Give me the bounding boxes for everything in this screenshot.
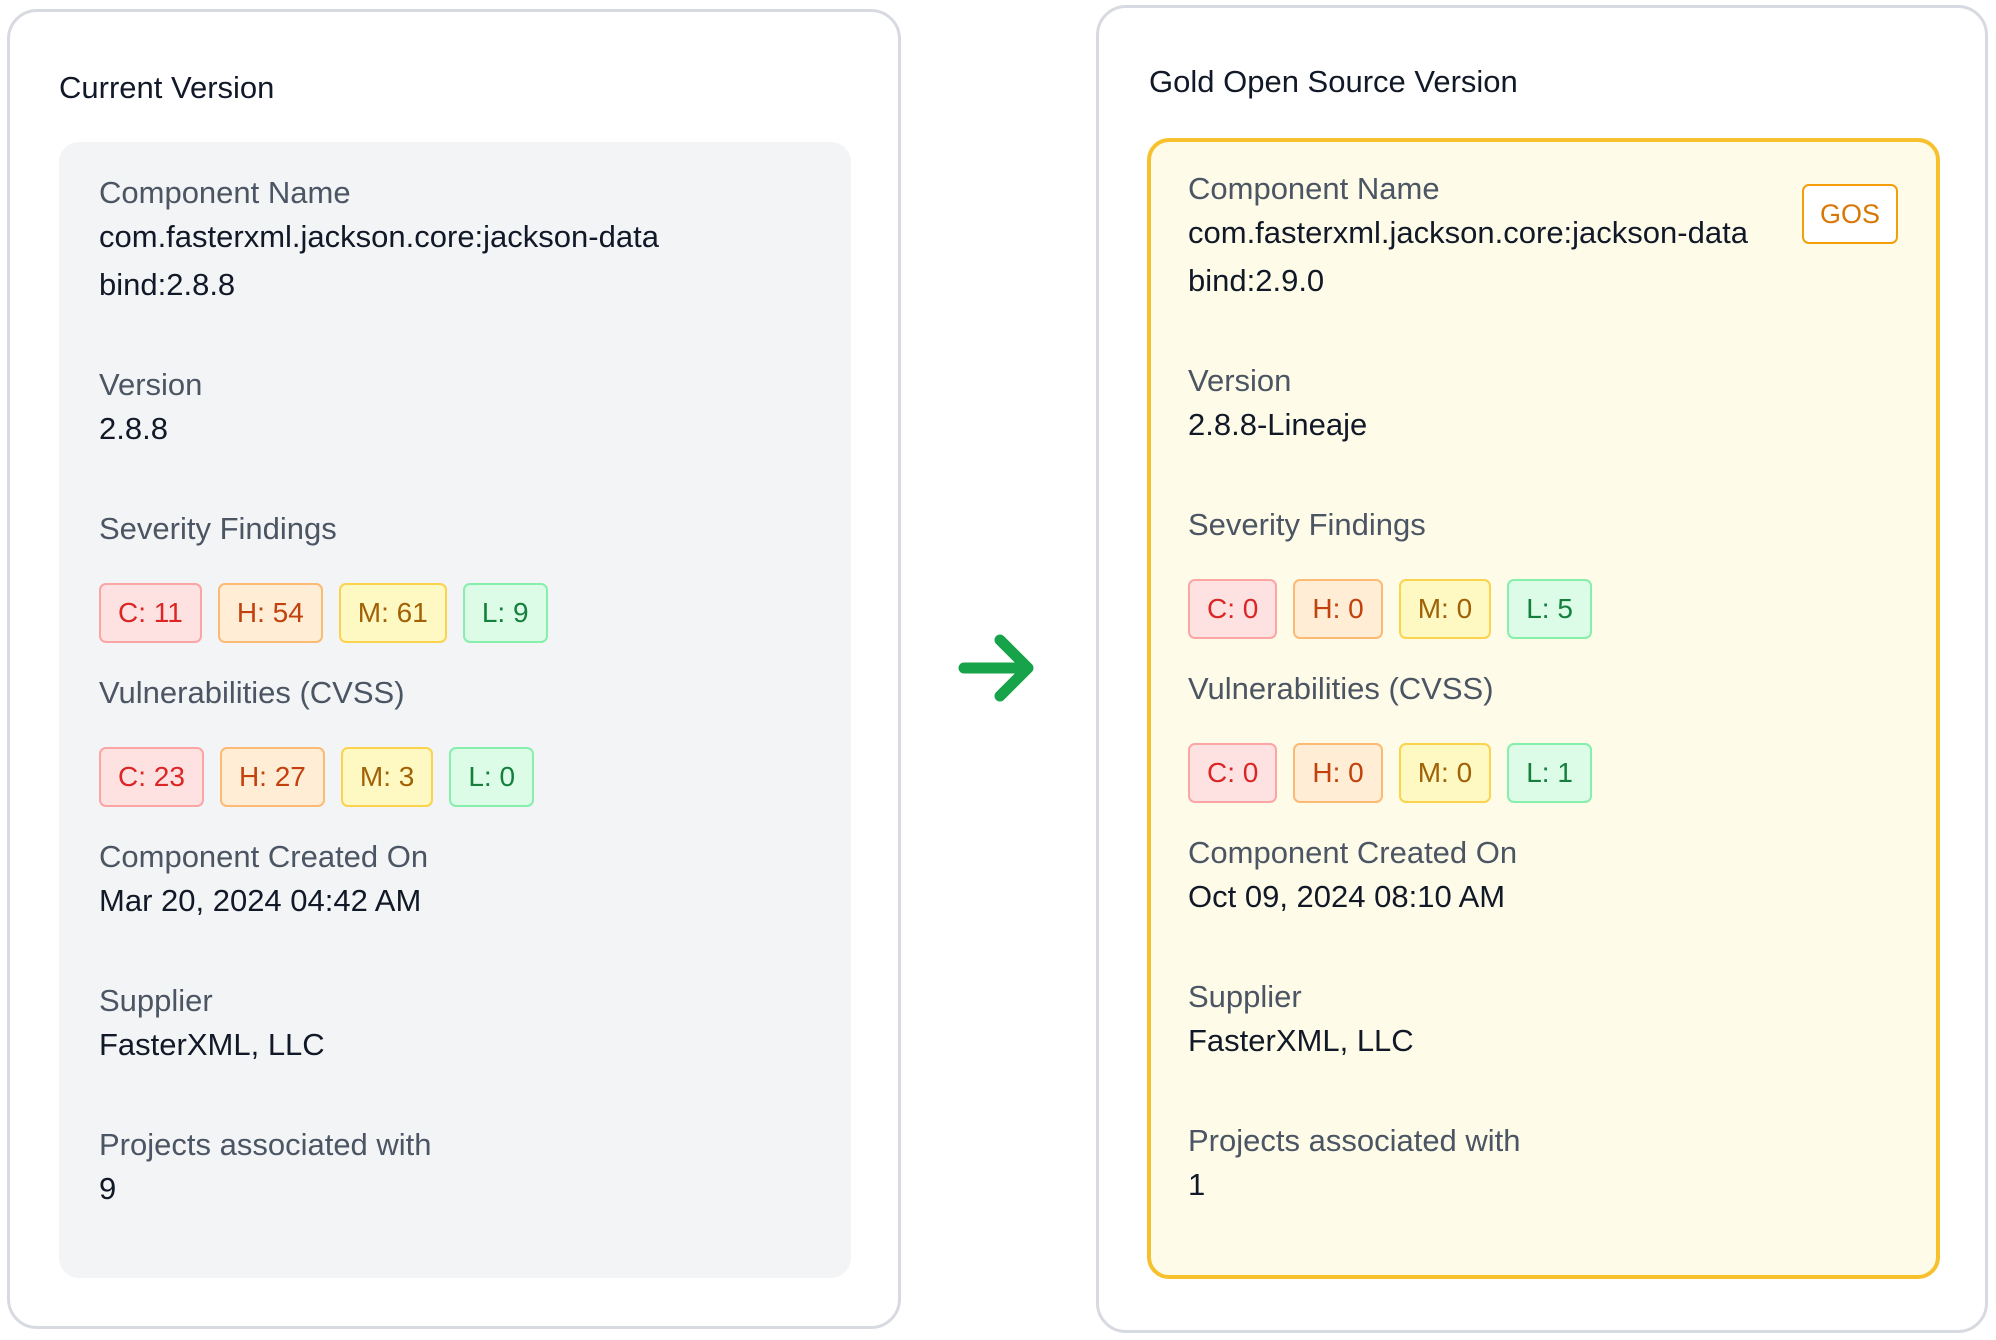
vuln-high-badge: H: 0 [1293, 743, 1383, 803]
severity-high-badge: H: 0 [1293, 579, 1383, 639]
severity-high-badge: H: 54 [217, 583, 323, 643]
severity-low-badge: L: 5 [1507, 579, 1592, 639]
supplier-label: Supplier [1188, 979, 1302, 1014]
version-label: Version [99, 367, 203, 402]
gos-badge: GOS [1802, 184, 1898, 244]
severity-findings-label: Severity Findings [99, 511, 337, 546]
vuln-medium-badge: M: 0 [1398, 743, 1492, 803]
vuln-medium-badge: M: 3 [340, 747, 434, 807]
component-name-label: Component Name [1188, 171, 1440, 206]
severity-critical-badge: C: 11 [99, 583, 202, 643]
current-version-title: Current Version [59, 70, 275, 105]
version-value: 2.8.8-Lineaje [1188, 407, 1368, 442]
vulnerabilities-label: Vulnerabilities (CVSS) [1188, 671, 1494, 706]
severity-medium-badge: M: 61 [338, 583, 447, 643]
gold-version-title: Gold Open Source Version [1149, 64, 1518, 99]
gold-version-panel: Gold Open Source Version GOS Component N… [1096, 5, 1988, 1333]
supplier-value: FasterXML, LLC [99, 1027, 325, 1062]
component-name-value: com.fasterxml.jackson.core:jackson-datab… [99, 219, 659, 302]
current-version-panel: Current Version Component Name com.faste… [7, 9, 901, 1329]
vuln-critical-badge: C: 23 [99, 747, 204, 807]
severity-low-badge: L: 9 [462, 583, 548, 643]
supplier-value: FasterXML, LLC [1188, 1023, 1414, 1058]
severity-medium-badge: M: 0 [1398, 579, 1492, 639]
projects-label: Projects associated with [99, 1127, 432, 1162]
created-on-label: Component Created On [99, 839, 429, 874]
severity-critical-badge: C: 0 [1188, 579, 1278, 639]
arrow-right-icon [958, 634, 1034, 702]
component-name-value: com.fasterxml.jackson.core:jackson-datab… [1188, 215, 1748, 298]
created-on-label: Component Created On [1188, 835, 1518, 870]
component-name-label: Component Name [99, 175, 351, 210]
gold-version-card: GOS Component Name com.fasterxml.jackson… [1147, 138, 1940, 1279]
severity-findings-badges: C: 11 H: 54 M: 61 L: 9 [99, 583, 548, 643]
vuln-high-badge: H: 27 [219, 747, 325, 807]
current-version-card: Component Name com.fasterxml.jackson.cor… [59, 142, 851, 1278]
projects-value: 9 [99, 1171, 117, 1206]
created-on-value: Mar 20, 2024 04:42 AM [99, 883, 422, 918]
supplier-label: Supplier [99, 983, 213, 1018]
created-on-value: Oct 09, 2024 08:10 AM [1188, 879, 1506, 914]
vulnerabilities-label: Vulnerabilities (CVSS) [99, 675, 405, 710]
projects-label: Projects associated with [1188, 1123, 1521, 1158]
projects-value: 1 [1188, 1167, 1206, 1202]
severity-findings-label: Severity Findings [1188, 507, 1426, 542]
vuln-critical-badge: C: 0 [1188, 743, 1278, 803]
severity-findings-badges: C: 0 H: 0 M: 0 L: 5 [1188, 579, 1592, 639]
vulnerabilities-badges: C: 0 H: 0 M: 0 L: 1 [1188, 743, 1592, 803]
vulnerabilities-badges: C: 23 H: 27 M: 3 L: 0 [99, 747, 535, 807]
vuln-low-badge: L: 0 [449, 747, 535, 807]
version-label: Version [1188, 363, 1292, 398]
version-value: 2.8.8 [99, 411, 168, 446]
vuln-low-badge: L: 1 [1507, 743, 1592, 803]
